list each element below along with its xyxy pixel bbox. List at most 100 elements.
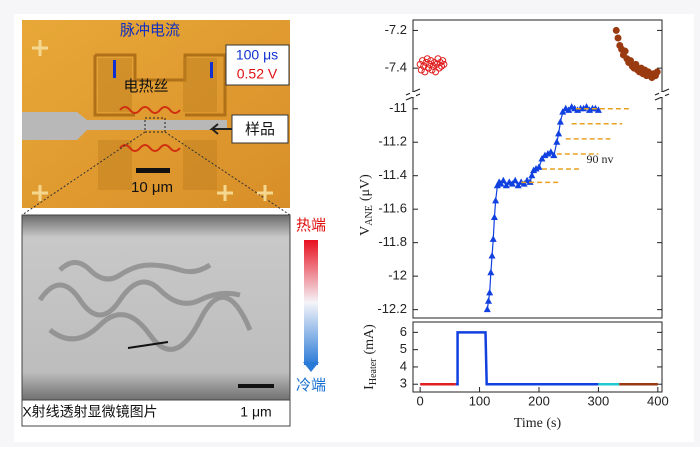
- marker: [528, 171, 536, 179]
- pulse-box: [225, 44, 290, 86]
- xray-mark: [127, 341, 169, 349]
- series-line: [455, 331, 599, 386]
- zoom-lines: [21, 131, 291, 216]
- marker: [508, 180, 516, 187]
- marker: [484, 297, 492, 304]
- y-tick-label: 4: [400, 358, 407, 373]
- marker: [487, 268, 495, 276]
- annotation: 90 nv: [587, 152, 614, 166]
- marker: [565, 106, 573, 113]
- marker: [553, 138, 561, 145]
- marker: [421, 68, 429, 76]
- marker: [621, 47, 629, 55]
- marker: [547, 148, 555, 155]
- marker: [594, 106, 602, 113]
- x-axis-label: Time (s): [514, 416, 562, 431]
- marker: [541, 151, 549, 159]
- marker: [535, 163, 543, 170]
- caption-box: [21, 399, 291, 427]
- marker: [583, 103, 591, 110]
- y-tick-label: 6: [400, 324, 407, 339]
- pulse-voltage: 0.52 V: [237, 66, 278, 82]
- marker: [489, 235, 497, 242]
- pulse-mark: [210, 62, 213, 78]
- chip-scale-label: 10 μm: [131, 179, 173, 196]
- marker: [439, 57, 447, 65]
- marker: [422, 58, 430, 66]
- marker: [574, 106, 582, 113]
- marker: [492, 196, 500, 204]
- axis-break-gap: [659, 92, 665, 97]
- y-axis-label-part: ANE: [364, 205, 375, 226]
- marker: [424, 64, 432, 72]
- x-tick-label: 0: [417, 393, 424, 408]
- gradient-bar: [304, 240, 318, 365]
- marker: [426, 60, 434, 68]
- marker: [559, 108, 567, 115]
- marker: [653, 68, 661, 76]
- y-tick-label: -7.2: [385, 22, 407, 37]
- pulse-mark: [113, 60, 116, 78]
- axis-break-gap: [410, 92, 416, 97]
- marker: [486, 288, 494, 296]
- caption: X射线透射显微镜图片: [22, 404, 157, 420]
- marker: [499, 176, 507, 184]
- scale-bar: [238, 384, 274, 388]
- y-axis-label-part: Heater: [368, 358, 379, 385]
- cold-end: 冷端: [296, 377, 326, 394]
- marker: [544, 149, 552, 157]
- marker: [502, 181, 510, 189]
- y-tick-label: -11.8: [378, 234, 407, 249]
- y-tick-label: -11.4: [378, 167, 407, 182]
- marker: [532, 165, 540, 172]
- marker: [514, 181, 522, 189]
- marker: [423, 55, 431, 63]
- marker: [612, 26, 620, 34]
- marker: [538, 154, 546, 162]
- x-tick-label: 300: [588, 393, 610, 408]
- marker: [417, 66, 425, 74]
- marker: [427, 57, 435, 65]
- y-tick-label: 5: [400, 341, 407, 356]
- marker: [555, 129, 563, 137]
- marker: [632, 60, 640, 68]
- pulse-title: 脉冲电流: [120, 22, 180, 39]
- marker: [585, 106, 593, 113]
- zoom-box: [144, 117, 166, 133]
- y-axis-label-part: I: [362, 385, 377, 390]
- lower-frame: [412, 321, 663, 393]
- y-axis-label-part: V: [358, 226, 373, 236]
- sample-bar: [22, 112, 227, 140]
- scale-bar: [136, 168, 170, 173]
- upper-frame: [412, 19, 663, 319]
- y-axis-label-part: (mA): [362, 324, 377, 355]
- marker: [550, 151, 558, 159]
- y-axis-label: IHeater (mA): [362, 324, 379, 390]
- x-tick-label: 200: [528, 393, 550, 408]
- marker: [580, 104, 588, 112]
- y-axis-label-part: (μV): [358, 174, 373, 201]
- heater-wire: [119, 106, 181, 152]
- marker: [493, 181, 501, 189]
- cross-marks: [32, 40, 273, 201]
- xray-scale-label: 1 μm: [240, 404, 271, 420]
- y-tick-label: -12: [388, 268, 407, 283]
- sample-arrow: [209, 123, 232, 135]
- pad: [183, 140, 217, 190]
- marker: [432, 68, 440, 76]
- sample-box: [231, 114, 289, 144]
- domain-pattern: [37, 260, 253, 352]
- marker: [428, 66, 436, 74]
- marker: [488, 252, 496, 259]
- marker: [483, 305, 491, 313]
- marker: [627, 57, 635, 65]
- y-tick-label: -11.2: [378, 134, 407, 149]
- pulse-width: 100 μs: [236, 47, 278, 63]
- marker: [520, 180, 528, 187]
- pad: [98, 140, 132, 190]
- hot-end: 热端: [296, 217, 326, 234]
- gradient-arrow: [303, 362, 319, 372]
- y-axis-label: VANE (μV): [358, 174, 375, 236]
- y-tick-label: -12.2: [377, 301, 407, 316]
